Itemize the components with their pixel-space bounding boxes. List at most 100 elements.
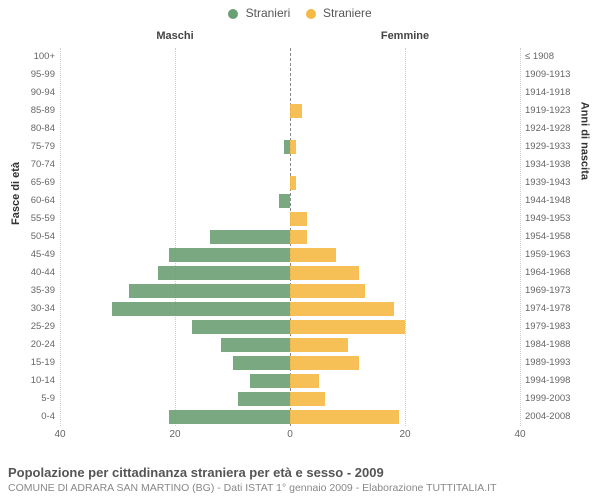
age-row: 5-91999-2003 <box>60 390 520 408</box>
bar-female <box>290 212 307 226</box>
age-row: 95-991909-1913 <box>60 66 520 84</box>
x-tick: 0 <box>287 429 293 440</box>
bar-female <box>290 302 394 316</box>
age-label-left: 65-69 <box>0 176 55 190</box>
age-row: 90-941914-1918 <box>60 84 520 102</box>
age-row: 40-441964-1968 <box>60 264 520 282</box>
age-label-left: 95-99 <box>0 68 55 82</box>
chart-subtitle: COMUNE DI ADRARA SAN MARTINO (BG) - Dati… <box>8 482 592 494</box>
x-tick: 20 <box>399 429 410 440</box>
birth-year-label-right: 2004-2008 <box>525 410 600 424</box>
bar-male <box>129 284 290 298</box>
birth-year-label-right: 1989-1993 <box>525 356 600 370</box>
chart-title: Popolazione per cittadinanza straniera p… <box>8 465 592 480</box>
birth-year-label-right: 1999-2003 <box>525 392 600 406</box>
age-label-left: 0-4 <box>0 410 55 424</box>
bar-female <box>290 284 365 298</box>
birth-year-label-right: 1914-1918 <box>525 86 600 100</box>
age-row: 10-141994-1998 <box>60 372 520 390</box>
column-header-male: Maschi <box>60 30 290 42</box>
age-label-left: 30-34 <box>0 302 55 316</box>
bar-male <box>221 338 290 352</box>
bar-female <box>290 230 307 244</box>
bar-male <box>169 248 290 262</box>
age-row: 50-541954-1958 <box>60 228 520 246</box>
bar-female <box>290 248 336 262</box>
x-tick: 20 <box>169 429 180 440</box>
legend: Stranieri Straniere <box>0 6 600 20</box>
bar-female <box>290 104 302 118</box>
age-label-left: 45-49 <box>0 248 55 262</box>
legend-swatch-male <box>228 9 238 19</box>
column-header-female: Femmine <box>290 30 520 42</box>
bar-male <box>210 230 291 244</box>
birth-year-label-right: 1929-1933 <box>525 140 600 154</box>
legend-label-male: Stranieri <box>246 6 291 20</box>
age-label-left: 40-44 <box>0 266 55 280</box>
birth-year-label-right: 1984-1988 <box>525 338 600 352</box>
birth-year-label-right: 1964-1968 <box>525 266 600 280</box>
bar-female <box>290 176 296 190</box>
bar-male <box>250 374 290 388</box>
bar-female <box>290 374 319 388</box>
population-pyramid-chart: Stranieri Straniere Fasce di età Anni di… <box>0 0 600 500</box>
legend-label-female: Straniere <box>323 6 372 20</box>
age-label-left: 80-84 <box>0 122 55 136</box>
bar-male <box>233 356 291 370</box>
bar-male <box>112 302 290 316</box>
birth-year-label-right: 1949-1953 <box>525 212 600 226</box>
age-row: 35-391969-1973 <box>60 282 520 300</box>
birth-year-label-right: 1954-1958 <box>525 230 600 244</box>
age-label-left: 75-79 <box>0 140 55 154</box>
age-row: 15-191989-1993 <box>60 354 520 372</box>
birth-year-label-right: 1974-1978 <box>525 302 600 316</box>
bar-male <box>158 266 290 280</box>
bar-female <box>290 266 359 280</box>
legend-item-female: Straniere <box>306 6 372 20</box>
birth-year-label-right: 1979-1983 <box>525 320 600 334</box>
bar-female <box>290 338 348 352</box>
bar-male <box>169 410 290 424</box>
age-label-left: 50-54 <box>0 230 55 244</box>
birth-year-label-right: 1994-1998 <box>525 374 600 388</box>
chart-rows: 100+≤ 190895-991909-191390-941914-191885… <box>60 48 520 426</box>
age-label-left: 35-39 <box>0 284 55 298</box>
age-row: 85-891919-1923 <box>60 102 520 120</box>
bar-female <box>290 392 325 406</box>
plot-area: Maschi Femmine 100+≤ 190895-991909-19139… <box>60 30 520 445</box>
age-row: 30-341974-1978 <box>60 300 520 318</box>
birth-year-label-right: 1924-1928 <box>525 122 600 136</box>
age-label-left: 100+ <box>0 50 55 64</box>
x-tick: 40 <box>54 429 65 440</box>
bar-male <box>279 194 291 208</box>
x-axis: 402002040 <box>60 427 520 445</box>
age-row: 65-691939-1943 <box>60 174 520 192</box>
age-label-left: 60-64 <box>0 194 55 208</box>
bar-male <box>192 320 290 334</box>
birth-year-label-right: 1939-1943 <box>525 176 600 190</box>
chart-footer: Popolazione per cittadinanza straniera p… <box>8 465 592 494</box>
birth-year-label-right: 1934-1938 <box>525 158 600 172</box>
bar-female <box>290 356 359 370</box>
birth-year-label-right: 1919-1923 <box>525 104 600 118</box>
age-row: 25-291979-1983 <box>60 318 520 336</box>
age-label-left: 70-74 <box>0 158 55 172</box>
birth-year-label-right: 1909-1913 <box>525 68 600 82</box>
legend-swatch-female <box>306 9 316 19</box>
age-label-left: 10-14 <box>0 374 55 388</box>
age-row: 0-42004-2008 <box>60 408 520 426</box>
age-row: 20-241984-1988 <box>60 336 520 354</box>
age-label-left: 90-94 <box>0 86 55 100</box>
age-label-left: 25-29 <box>0 320 55 334</box>
bar-female <box>290 140 296 154</box>
gridline <box>520 48 521 426</box>
legend-item-male: Stranieri <box>228 6 290 20</box>
bar-male <box>238 392 290 406</box>
age-label-left: 85-89 <box>0 104 55 118</box>
age-row: 80-841924-1928 <box>60 120 520 138</box>
x-tick: 40 <box>514 429 525 440</box>
age-row: 55-591949-1953 <box>60 210 520 228</box>
birth-year-label-right: 1944-1948 <box>525 194 600 208</box>
age-label-left: 15-19 <box>0 356 55 370</box>
age-row: 75-791929-1933 <box>60 138 520 156</box>
